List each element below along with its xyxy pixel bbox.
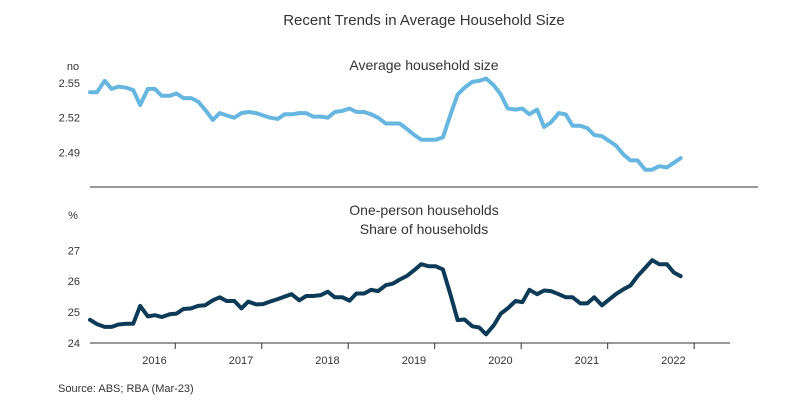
x-tick-label: 2018	[315, 355, 339, 367]
panel-title-one-person: One-person households	[349, 202, 498, 218]
y-unit-household-size: no	[67, 61, 79, 73]
panel-household-size: Average household size no 2.55 2.52 2.49	[59, 57, 758, 188]
x-axis-ticks: 2016 2017 2018 2019 2020 2021 2022	[142, 343, 695, 367]
panel-subtitle-share: Share of households	[360, 221, 488, 237]
x-tick-label: 2017	[229, 355, 253, 367]
x-tick-label: 2019	[402, 355, 426, 367]
y-ticks-household-size: 2.55 2.52 2.49	[59, 78, 80, 159]
x-tick-label: 2020	[488, 355, 512, 367]
source-note: Source: ABS; RBA (Mar-23)	[58, 383, 194, 395]
y-ticks-one-person: 27 26 25 24	[68, 245, 80, 350]
series-line-one-person-share	[88, 258, 683, 337]
panel-one-person-share: One-person households Share of household…	[68, 202, 730, 367]
y-tick-label: 2.49	[59, 147, 80, 159]
x-tick-label: 2022	[661, 355, 685, 367]
y-unit-one-person: %	[68, 210, 78, 222]
y-tick-label: 2.55	[59, 78, 80, 90]
x-tick-label: 2016	[142, 355, 166, 367]
y-tick-label: 2.52	[59, 113, 80, 125]
y-tick-label: 24	[68, 338, 80, 350]
y-tick-label: 26	[68, 276, 80, 288]
y-tick-label: 27	[68, 245, 80, 257]
chart-title: Recent Trends in Average Household Size	[283, 12, 565, 29]
y-tick-label: 25	[68, 307, 80, 319]
series-line-household-size	[88, 76, 683, 172]
panel-title-household-size: Average household size	[349, 57, 498, 73]
x-tick-label: 2021	[575, 355, 599, 367]
